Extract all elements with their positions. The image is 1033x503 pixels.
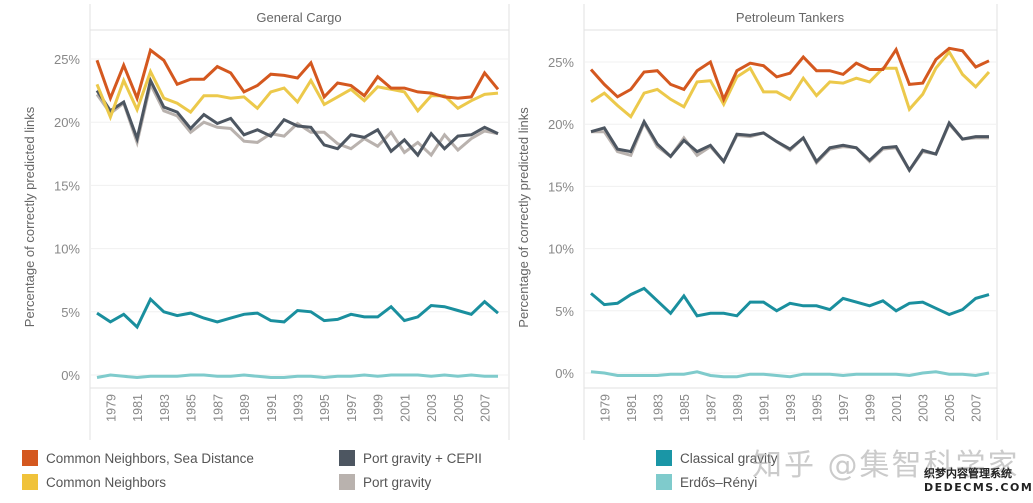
watermark-text: 知乎 @集智科学家 <box>752 448 1020 483</box>
legend-item-erdos-renyi: Erdős–Rényi <box>656 474 757 490</box>
legend-label: Common Neighbors, Sea Distance <box>46 450 254 466</box>
legend-label: Port gravity <box>363 474 432 490</box>
panel-title: General Cargo <box>256 10 341 25</box>
x-tick-label: 1997 <box>837 394 851 422</box>
legend-label: Classical gravity <box>680 450 778 466</box>
panel-general-cargo: General Cargo 0% 5% 10% 15% 20% 25% Percentage … <box>22 4 510 440</box>
y-axis-title: Percentage of correctly predicted links <box>22 106 37 327</box>
x-tick-label: 1997 <box>345 394 359 422</box>
x-tick-label: 2003 <box>917 394 931 422</box>
legend-item-common-neighbors-sea-distance: Common Neighbors, Sea Distance <box>22 450 254 466</box>
x-tick-label: 1989 <box>731 394 745 422</box>
legend-label: Common Neighbors <box>46 474 167 490</box>
legend-swatch <box>656 450 672 466</box>
series-line-port-gravity <box>95 79 499 158</box>
x-tick-label: 1985 <box>678 394 692 422</box>
x-tick-label: 1991 <box>757 394 771 422</box>
panel-title: Petroleum Tankers <box>736 10 845 25</box>
x-tick-label: 1983 <box>158 394 172 422</box>
legend-swatch <box>656 474 672 490</box>
x-tick-label: 1999 <box>372 394 386 422</box>
panel-petroleum-tankers: Petroleum Tankers 0% 5% 10% 15% 20% 25% Percent… <box>516 4 998 440</box>
y-tick-label: 5% <box>61 305 80 320</box>
x-tick-label: 1985 <box>185 394 199 422</box>
y-tick-label: 15% <box>54 178 80 193</box>
y-tick-label: 10% <box>548 242 574 257</box>
y-tick-label: 25% <box>54 52 80 67</box>
y-tick-label: 20% <box>548 117 574 132</box>
legend-swatch <box>339 450 355 466</box>
y-tick-label: 0% <box>61 368 80 383</box>
legend-label: Port gravity + CEPII <box>363 450 482 466</box>
legend-item-port-gravity: Port gravity <box>339 474 431 490</box>
x-tick-label: 1987 <box>704 394 718 422</box>
x-tick-label: 2007 <box>970 394 984 422</box>
watermark-logo-line2: DEDECMS.COM <box>924 481 1033 494</box>
x-tick-label: 1987 <box>211 394 225 422</box>
x-tick-label: 1989 <box>238 394 252 422</box>
x-tick-label: 1999 <box>864 394 878 422</box>
x-tick-label: 1981 <box>625 394 639 422</box>
series-line-erd-s-r-nyi <box>96 373 498 380</box>
x-tick-label: 1993 <box>292 394 306 422</box>
x-tick-label: 2007 <box>479 394 493 422</box>
x-tick-label: 1981 <box>131 394 145 422</box>
legend-label: Erdős–Rényi <box>680 474 758 490</box>
series-line-common-neighbors <box>590 49 991 120</box>
x-tick-label: 2001 <box>398 394 412 422</box>
x-tick-label: 2005 <box>452 394 466 422</box>
y-axis-title: Percentage of correctly predicted links <box>516 107 531 328</box>
y-tick-label: 15% <box>548 179 574 194</box>
legend-item-classical-gravity: Classical gravity <box>656 450 778 466</box>
series-line-common-neighbors <box>95 67 499 122</box>
x-tick-label: 2003 <box>425 394 439 422</box>
series-line-common-neighbors-sea-distance <box>589 46 990 104</box>
legend-item-port-gravity-cepii: Port gravity + CEPII <box>339 450 482 466</box>
x-tick-label: 1979 <box>104 394 118 422</box>
legend-swatch <box>339 474 355 490</box>
y-tick-label: 10% <box>54 242 80 257</box>
y-tick-label: 25% <box>548 55 574 70</box>
series-line-classical-gravity <box>590 286 990 318</box>
watermark-logo: 织梦内容管理系统 DEDECMS.COM <box>924 467 1033 495</box>
legend-item-common-neighbors: Common Neighbors <box>22 474 166 490</box>
x-tick-label: 1983 <box>651 394 665 422</box>
legend-swatch <box>22 474 38 490</box>
y-tick-label: 20% <box>54 115 80 130</box>
y-tick-label: 5% <box>555 304 574 319</box>
series-line-erd-s-r-nyi <box>590 370 990 379</box>
x-tick-label: 1979 <box>598 394 612 422</box>
x-tick-label: 1993 <box>784 394 798 422</box>
series-line-common-neighbors-sea-distance <box>95 47 500 103</box>
x-tick-label: 1995 <box>318 394 332 422</box>
watermark-logo-line1: 织梦内容管理系统 <box>924 467 1012 480</box>
series-line-port-gravity-cepii <box>590 118 989 174</box>
x-tick-label: 2005 <box>943 394 957 422</box>
legend-swatch <box>22 450 38 466</box>
series-line-port-gravity-cepii <box>95 76 499 158</box>
x-tick-label: 2001 <box>890 394 904 422</box>
series-line-classical-gravity <box>96 296 499 330</box>
x-tick-label: 1991 <box>265 394 279 422</box>
y-tick-label: 0% <box>555 366 574 381</box>
x-tick-label: 1995 <box>811 394 825 422</box>
